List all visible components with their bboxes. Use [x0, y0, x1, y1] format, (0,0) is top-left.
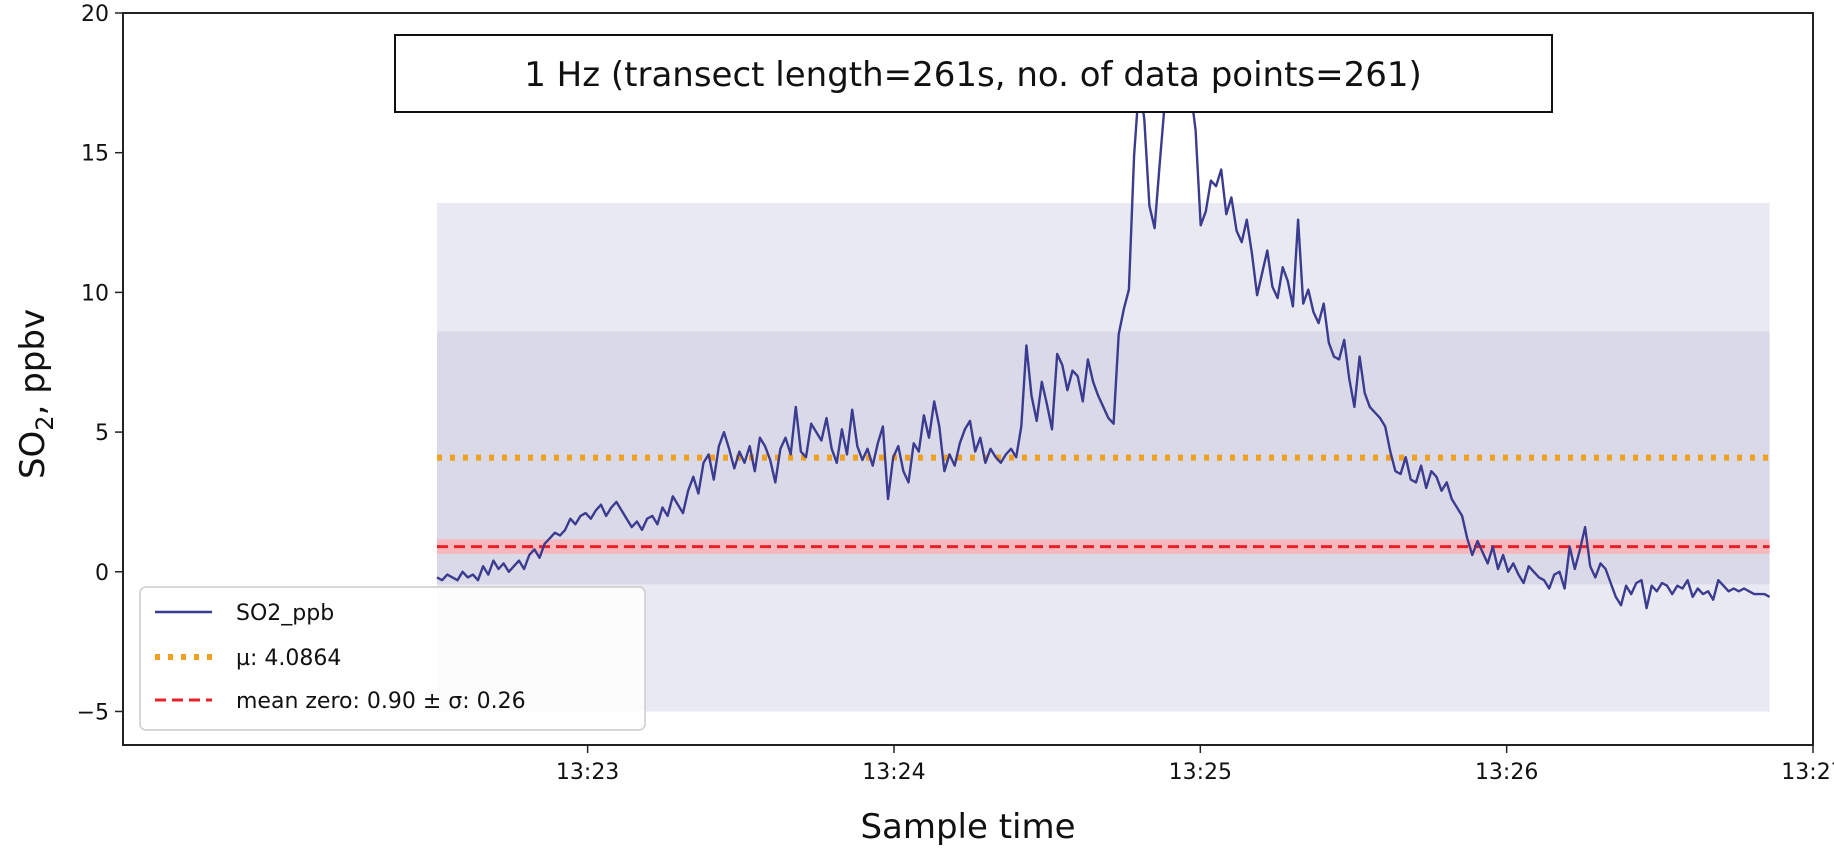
legend: SO2_ppb µ: 4.0864 mean zero: 0.90 ± σ: 0…	[139, 586, 646, 731]
x-tick-label: 13:25	[1169, 760, 1232, 785]
x-tick-label: 13:24	[862, 760, 925, 785]
y-tick-label: 10	[81, 281, 109, 306]
annotation-text: 1 Hz (transect length=261s, no. of data …	[524, 55, 1422, 95]
y-tick-label: 5	[95, 421, 109, 446]
x-axis-title: Sample time	[860, 807, 1075, 847]
annotation-box: 1 Hz (transect length=261s, no. of data …	[394, 34, 1553, 113]
plot-frame	[122, 12, 1814, 746]
reference-lines	[437, 454, 1770, 549]
legend-label-mean: µ: 4.0864	[236, 646, 341, 671]
legend-label-zero: mean zero: 0.90 ± σ: 0.26	[236, 689, 526, 714]
y-tick-label: 0	[95, 561, 109, 586]
annotation-frame	[394, 34, 1553, 113]
x-tick-label: 13:26	[1475, 760, 1538, 785]
y-tick-label: 20	[81, 2, 109, 27]
y-axis-title-unit: , ppbv	[13, 309, 53, 415]
y-axis-title: SO2, ppbv	[13, 309, 59, 479]
y-tick-label: 15	[81, 142, 109, 167]
y-axis-title-subscript: 2	[31, 415, 59, 430]
legend-frame	[139, 586, 646, 731]
y-axis-ticks: −5 0 5 10 15 20	[77, 2, 123, 725]
x-tick-label: 13:27	[1781, 760, 1834, 785]
y-tick-label: −5	[77, 700, 109, 725]
y-axis-title-main: SO	[13, 431, 53, 479]
legend-label-so2: SO2_ppb	[236, 601, 334, 626]
x-tick-label: 13:23	[556, 760, 619, 785]
x-axis-ticks: 13:23 13:24 13:25 13:26 13:27	[556, 745, 1834, 785]
series-line-so2	[436, 81, 1771, 610]
